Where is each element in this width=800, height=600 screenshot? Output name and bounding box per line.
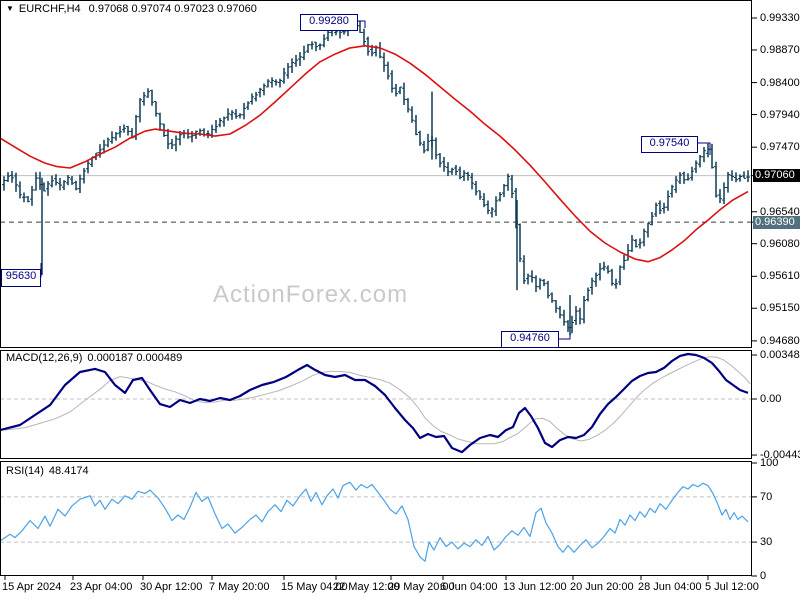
- price-annotation: 0.94760: [501, 331, 559, 348]
- macd-axis-label: 0.003481: [760, 349, 800, 362]
- price-axis-label: 0.94680: [760, 334, 800, 347]
- macd-header: MACD(12,26,9) 0.000187 0.000489: [6, 352, 182, 364]
- rsi-header: RSI(14) 48.4174: [6, 465, 89, 477]
- price-axis-label: 0.95150: [760, 302, 800, 315]
- macd-axis-label: -0.004436: [760, 449, 800, 462]
- rsi-value: 48.4174: [48, 465, 89, 477]
- price-axis-label: 0.96540: [760, 205, 800, 218]
- time-axis-label: 6 Jun 04:00: [440, 581, 498, 593]
- time-axis-label: 13 Jun 12:00: [503, 581, 567, 593]
- rsi-axis-label: 30: [760, 536, 773, 549]
- support-level-badge: 0.96390: [753, 215, 800, 229]
- price-axis-label: 0.95610: [760, 270, 800, 283]
- price-axis-label: 0.97940: [760, 108, 800, 121]
- price-annotation: 0.97540: [641, 136, 698, 153]
- price-annotation: 0.99280: [300, 14, 358, 31]
- price-axis-label: 0.99330: [760, 12, 800, 25]
- price-annotation: 95630: [1, 269, 41, 287]
- time-axis-label: 20 Jun 20:00: [570, 581, 634, 593]
- price-axis-label: 0.98870: [760, 43, 800, 56]
- time-axis-label: 7 May 20:00: [209, 581, 270, 593]
- price-axis-label: 0.97470: [760, 141, 800, 154]
- time-axis-label: 28 Jun 04:00: [638, 581, 702, 593]
- time-axis-label: 30 Apr 12:00: [140, 581, 203, 593]
- symbol-label: EURCHF,H4: [18, 3, 81, 15]
- time-axis-label: 23 Apr 04:00: [70, 581, 133, 593]
- time-axis-label: 15 Apr 2024: [2, 581, 62, 593]
- rsi-label: RSI(14): [6, 465, 44, 477]
- ohlc-values: 0.97068 0.97074 0.97023 0.97060: [88, 3, 257, 15]
- collapse-triangle-icon[interactable]: ▼: [6, 4, 14, 13]
- macd-values: 0.000187 0.000489: [87, 352, 183, 364]
- current-price-badge: 0.97060: [753, 169, 800, 183]
- time-axis-label: 29 May 20:00: [388, 581, 455, 593]
- rsi-axis-label: 70: [760, 490, 773, 503]
- rsi-axis-label: 100: [760, 457, 779, 469]
- price-axis-label: 0.96080: [760, 237, 800, 250]
- macd-label: MACD(12,26,9): [6, 352, 83, 364]
- chart-title: ▼ EURCHF,H4 0.97068 0.97074 0.97023 0.9706…: [6, 3, 257, 15]
- price-axis-label: 0.98400: [760, 76, 800, 89]
- rsi-axis-label: 0: [760, 570, 767, 582]
- macd-axis-label: 0.00: [760, 392, 782, 405]
- watermark: ActionForex.com: [213, 281, 409, 308]
- time-axis-label: 22 May 12:00: [333, 581, 400, 593]
- time-axis-label: 5 Jul 12:00: [705, 581, 759, 593]
- time-axis-label: 15 May 04:00: [281, 581, 348, 593]
